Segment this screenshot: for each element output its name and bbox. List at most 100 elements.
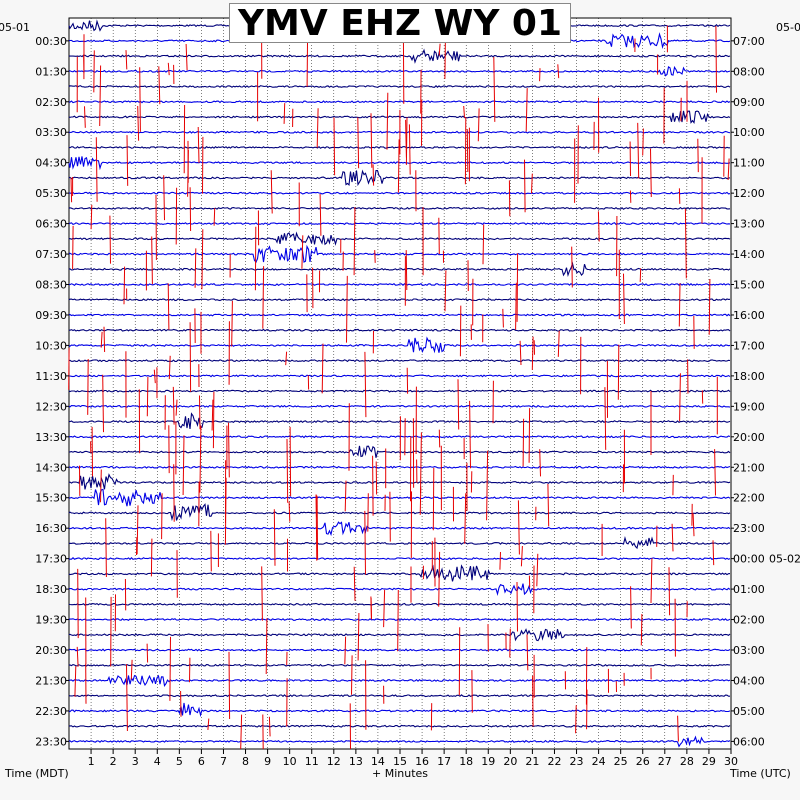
x-tick-label: 17 <box>437 755 451 768</box>
spike <box>189 187 192 232</box>
spike <box>420 432 422 494</box>
left-tick-label: 13:30 <box>35 431 67 444</box>
spike <box>364 510 366 575</box>
spike <box>522 418 525 467</box>
left-tick-label: 22:30 <box>35 705 67 718</box>
spike <box>372 164 375 186</box>
seismic-trace <box>68 602 731 606</box>
spike <box>575 705 577 734</box>
seismic-trace <box>68 169 731 187</box>
spike <box>163 175 165 221</box>
spike <box>397 139 400 193</box>
spike <box>557 64 560 79</box>
spike <box>444 270 447 312</box>
seismic-trace <box>68 735 731 748</box>
spike <box>571 246 573 288</box>
spike <box>70 177 73 203</box>
spike <box>211 399 214 431</box>
seismic-trace <box>68 536 731 550</box>
spike <box>405 250 408 291</box>
x-tick-label: 3 <box>132 755 139 768</box>
x-tick-label: 9 <box>264 755 271 768</box>
right-tick-label: 09:00 <box>733 96 765 109</box>
x-tick-label: 5 <box>176 755 183 768</box>
spike <box>712 540 715 566</box>
left-tick-label: 18:30 <box>35 583 67 596</box>
left-time-axis: 00:30 01:30 02:30 03:30 04:30 05:30 06:30 07:30… <box>35 35 69 748</box>
seismic-trace <box>68 557 731 561</box>
x-tick-label: 12 <box>327 755 341 768</box>
spike <box>172 386 175 425</box>
left-tick-label: 03:30 <box>35 126 67 139</box>
spike <box>173 464 175 522</box>
left-tick-label: 19:30 <box>35 614 67 627</box>
right-tick-label: 14:00 <box>733 248 765 261</box>
right-tick-label: 17:00 <box>733 339 765 352</box>
spike <box>397 589 399 652</box>
x-tick-label: 14 <box>371 755 385 768</box>
spike <box>167 62 170 76</box>
x-tick-label: 18 <box>459 755 473 768</box>
x-tick-label: 4 <box>154 755 161 768</box>
x-tick-label: 30 <box>724 755 738 768</box>
spike <box>240 714 243 750</box>
right-tick-label: 00:00 <box>733 553 765 566</box>
seismic-trace <box>68 583 731 597</box>
right-tick-label: 01:00 <box>733 583 765 596</box>
right-tick-label: 12:00 <box>733 187 765 200</box>
spike <box>265 618 268 675</box>
spike <box>464 493 467 544</box>
spike <box>126 664 128 732</box>
spike <box>692 513 695 537</box>
spike <box>283 103 286 124</box>
right-tick-label: 18:00 <box>733 370 765 383</box>
spike <box>499 551 501 570</box>
spike <box>201 229 204 290</box>
spike <box>268 716 271 737</box>
spike <box>315 494 318 561</box>
spike <box>100 469 102 503</box>
spike <box>199 395 201 430</box>
spike <box>261 566 263 621</box>
spike <box>531 336 534 370</box>
spike <box>105 518 107 578</box>
seismic-trace <box>68 628 731 642</box>
x-tick-label: 11 <box>305 755 319 768</box>
x-tick-label: 27 <box>658 755 672 768</box>
right-tick-label: 21:00 <box>733 461 765 474</box>
x-tick-label: 10 <box>283 755 297 768</box>
left-tick-label: 08:30 <box>35 279 67 292</box>
left-tick-label: 21:30 <box>35 674 67 687</box>
spike <box>109 215 111 264</box>
x-tick-label: 1 <box>88 755 95 768</box>
grid <box>90 18 710 749</box>
spike <box>125 50 128 70</box>
spike <box>604 387 607 450</box>
seismic-trace <box>69 328 731 332</box>
spike <box>639 268 642 282</box>
left-tick-label: 10:30 <box>35 339 67 352</box>
right-tick-label: 05:00 <box>733 705 765 718</box>
right-axis-title: Time (UTC) <box>729 767 791 780</box>
seismic-trace <box>68 100 731 104</box>
spikes <box>68 21 730 750</box>
spike <box>130 659 133 680</box>
spike <box>207 718 210 730</box>
spike <box>346 275 348 343</box>
spike <box>316 495 319 560</box>
seismic-trace <box>69 191 731 195</box>
spike <box>301 235 304 269</box>
spike <box>677 715 679 742</box>
seismic-trace <box>68 445 731 458</box>
left-tick-label: 23:30 <box>35 735 67 748</box>
spike <box>525 88 528 132</box>
spike <box>353 566 356 601</box>
spike <box>286 438 289 503</box>
right-tick-label: 02:00 <box>733 614 765 627</box>
spike <box>386 92 389 150</box>
seismic-trace <box>68 206 731 210</box>
seismic-trace <box>68 465 731 469</box>
spike <box>319 193 322 236</box>
spike <box>438 43 441 56</box>
